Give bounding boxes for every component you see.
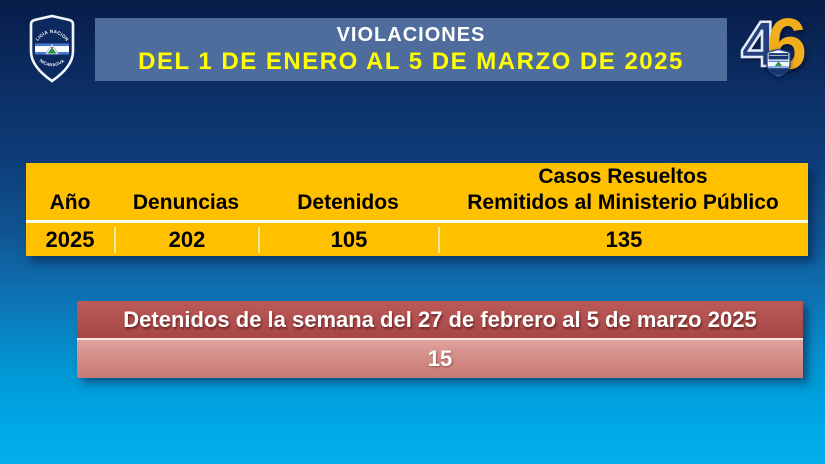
- table-header-separator: [26, 220, 808, 223]
- header-ano: Año: [49, 191, 91, 214]
- week-banner: Detenidos de la semana del 27 de febrero…: [77, 301, 803, 378]
- slide-subtitle: DEL 1 DE ENERO AL 5 DE MARZO DE 2025: [138, 47, 684, 75]
- svg-text:NICARAGUA: NICARAGUA: [39, 58, 66, 67]
- value-casos-resueltos: 135: [438, 226, 808, 253]
- header-detenidos: Detenidos: [297, 191, 399, 214]
- week-banner-value: 15: [77, 340, 803, 378]
- title-band: VIOLACIONES DEL 1 DE ENERO AL 5 DE MARZO…: [95, 18, 727, 81]
- value-detenidos: 105: [258, 226, 438, 253]
- stats-table: Año Denuncias Detenidos Casos Resueltos …: [26, 163, 808, 256]
- police-logo-bottom-text: NICARAGUA: [39, 58, 65, 67]
- stats-table-header-row: Año Denuncias Detenidos Casos Resueltos …: [26, 163, 808, 220]
- header-casos-resueltos: Casos Resueltos Remitidos al Ministerio …: [467, 165, 779, 214]
- police-shield-icon: POLICIA NACIONAL NICARAGUA: [27, 11, 75, 83]
- header-denuncias: Denuncias: [132, 191, 240, 214]
- week-banner-separator: [77, 338, 803, 340]
- week-banner-title: Detenidos de la semana del 27 de febrero…: [77, 301, 803, 338]
- value-ano: 2025: [45, 226, 95, 252]
- police-badge-logo: POLICIA NACIONAL NICARAGUA: [27, 11, 75, 83]
- mini-police-shield-icon: [766, 48, 791, 78]
- anniversary-46-logo: 4 6: [740, 9, 823, 82]
- stats-table-data-row: 2025 202 105 135: [26, 223, 808, 256]
- value-denuncias: 202: [114, 226, 258, 253]
- slide-title: VIOLACIONES: [336, 23, 486, 46]
